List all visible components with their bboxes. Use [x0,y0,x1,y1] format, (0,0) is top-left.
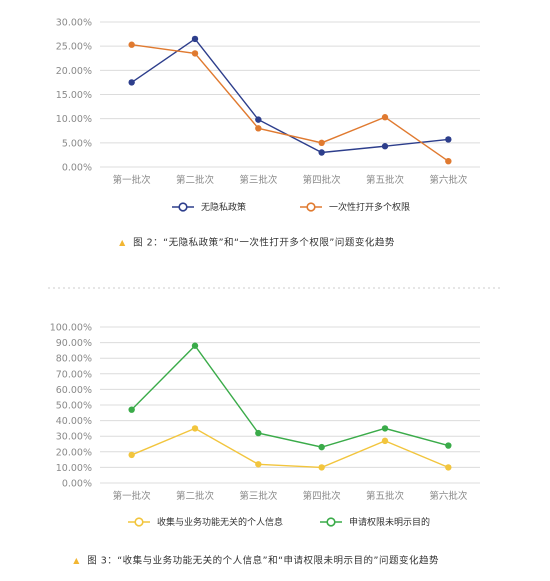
data-point [318,464,325,471]
y-tick-label: 80.00% [56,354,92,365]
data-point [191,342,199,349]
y-tick-label: 10.00% [56,114,92,125]
legend-label: 一次性打开多个权限 [329,201,410,213]
data-point [381,114,389,121]
x-tick-label: 第四批次 [303,174,342,186]
x-tick-label: 第五批次 [366,490,405,502]
y-tick-label: 40.00% [56,416,92,427]
series-line [131,427,449,469]
data-point [381,425,389,432]
data-point [255,429,262,437]
chart-caption: 图 3：“收集与业务功能无关的个人信息”和“申请权限未明示目的”问题变化趋势 [87,555,439,567]
data-point [128,41,135,48]
y-tick-label: 30.00% [56,432,92,443]
x-tick-label: 第二批次 [176,490,215,502]
data-point [128,451,135,459]
y-tick-label: 70.00% [56,369,92,380]
series-line [131,344,449,448]
data-point [445,158,452,165]
y-tick-label: 30.00% [56,18,92,29]
chart-2: 0.00% 10.00% 20.00% 30.00% 40.00% 50.00% 60.00… [50,323,480,567]
y-tick-label: 60.00% [56,385,92,396]
caption-triangle-icon: ▲ [119,238,126,247]
y-tick-label: 5.00% [62,138,92,149]
x-tick-label: 第一批次 [113,174,152,186]
chart-caption: 图 2：“无隐私政策”和“一次性打开多个权限”问题变化趋势 [133,237,395,249]
x-tick-label: 第六批次 [429,174,468,186]
y-tick-label: 15.00% [56,90,92,101]
y-tick-label: 0.00% [62,479,92,490]
y-tick-label: 90.00% [56,338,92,349]
data-point [191,35,199,43]
legend-marker-icon [134,517,144,527]
x-tick-label: 第二批次 [176,174,215,186]
legend-label: 收集与业务功能无关的个人信息 [157,516,283,528]
x-tick-label: 第六批次 [429,490,468,502]
data-point [381,143,389,150]
data-point [128,406,135,413]
y-tick-label: 25.00% [56,42,92,53]
legend-marker-icon [306,202,316,212]
legend-label: 无隐私政策 [201,201,246,213]
data-point [445,136,452,143]
x-tick-label: 第四批次 [303,490,342,502]
legend-label: 申请权限未明示目的 [349,516,430,528]
y-tick-label: 20.00% [56,447,92,458]
x-tick-label: 第五批次 [366,174,405,186]
chart-1: 0.00% 5.00% 10.00% 15.00% 20.00% 25.00% 30.00%… [56,18,480,249]
x-tick-label: 第三批次 [239,174,278,186]
caption-triangle-icon: ▲ [73,556,80,565]
y-tick-label: 0.00% [62,163,92,174]
data-point [191,50,199,57]
data-point [318,443,325,451]
data-point [255,116,262,123]
x-tick-label: 第一批次 [113,490,152,502]
data-point [255,461,262,468]
data-point [318,149,325,156]
x-tick-label: 第三批次 [239,490,278,502]
data-point [191,425,199,432]
y-tick-label: 10.00% [56,463,92,474]
y-tick-label: 100.00% [50,323,92,334]
data-point [445,442,452,449]
data-point [381,437,389,445]
data-point [445,464,452,471]
legend-marker-icon [178,202,188,212]
data-point [255,125,262,132]
y-tick-label: 20.00% [56,66,92,77]
data-point [318,139,325,147]
legend-marker-icon [326,517,336,527]
data-point [128,79,135,86]
y-tick-label: 50.00% [56,401,92,412]
series-line [131,44,449,162]
